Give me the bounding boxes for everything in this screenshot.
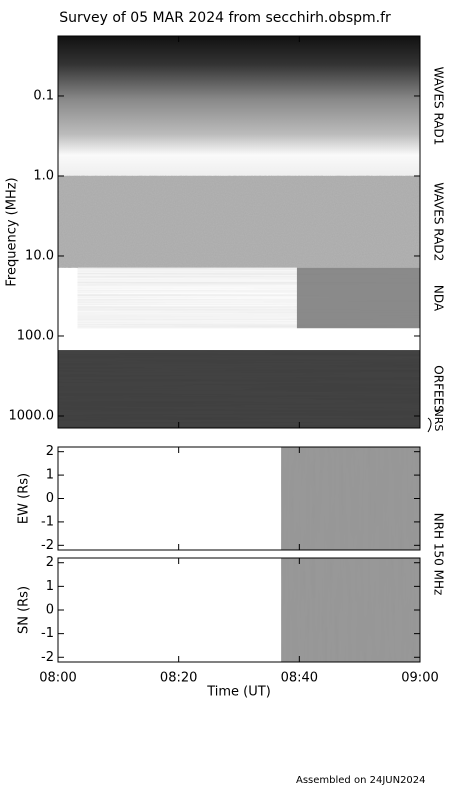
y-tick-label: 10.0: [25, 248, 54, 263]
spectrum-texture: [296, 267, 420, 329]
y-tick-label: -2: [41, 538, 54, 553]
nrh-label: NRH 150 MHz: [432, 513, 446, 596]
instrument-label: NDA: [432, 285, 446, 312]
y-tick-label: 100.0: [17, 328, 54, 343]
instrument-label: WAVES RAD2: [432, 182, 446, 261]
y-tick-label: 1: [46, 579, 54, 594]
y-tick-label: 1.0: [33, 168, 54, 183]
x-tick-label: 08:20: [160, 671, 197, 686]
spectrum-band: [58, 36, 420, 176]
y-axis-label: SN (Rs): [17, 586, 32, 634]
y-axis-label: Frequency (MHz): [5, 177, 20, 286]
y-tick-label: 2: [46, 444, 54, 459]
y-tick-label: 0.1: [33, 88, 54, 103]
y-tick-label: 2: [46, 555, 54, 570]
instrument-label: WAVES RAD1: [432, 67, 446, 146]
nrh-texture: [281, 447, 420, 550]
x-tick-label: 08:00: [39, 671, 76, 686]
x-tick-label: 08:40: [281, 671, 318, 686]
footer: Assembled on 24JUN2024: [296, 775, 426, 786]
y-tick-label: -1: [41, 626, 54, 641]
y-axis-label: EW (Rs): [17, 473, 32, 524]
y-tick-label: 1000.0: [9, 408, 55, 423]
y-tick-label: -1: [41, 514, 54, 529]
spectrum-texture: [58, 350, 420, 428]
y-tick-label: 0: [46, 491, 54, 506]
instrument-label: ORFEES: [432, 365, 446, 412]
y-tick-label: 0: [46, 603, 54, 618]
bracket: [427, 417, 432, 433]
x-tick-label: 09:00: [401, 671, 438, 686]
x-axis-label: Time (UT): [206, 685, 271, 700]
y-tick-label: -2: [41, 650, 54, 665]
y-tick-label: 1: [46, 468, 54, 483]
bracket-label: NRS: [432, 409, 445, 432]
spectrum-texture: [58, 175, 420, 268]
nrh-texture: [281, 558, 420, 662]
panel-frame: [57, 35, 421, 429]
title: Survey of 05 MAR 2024 from secchirh.obsp…: [59, 10, 391, 26]
